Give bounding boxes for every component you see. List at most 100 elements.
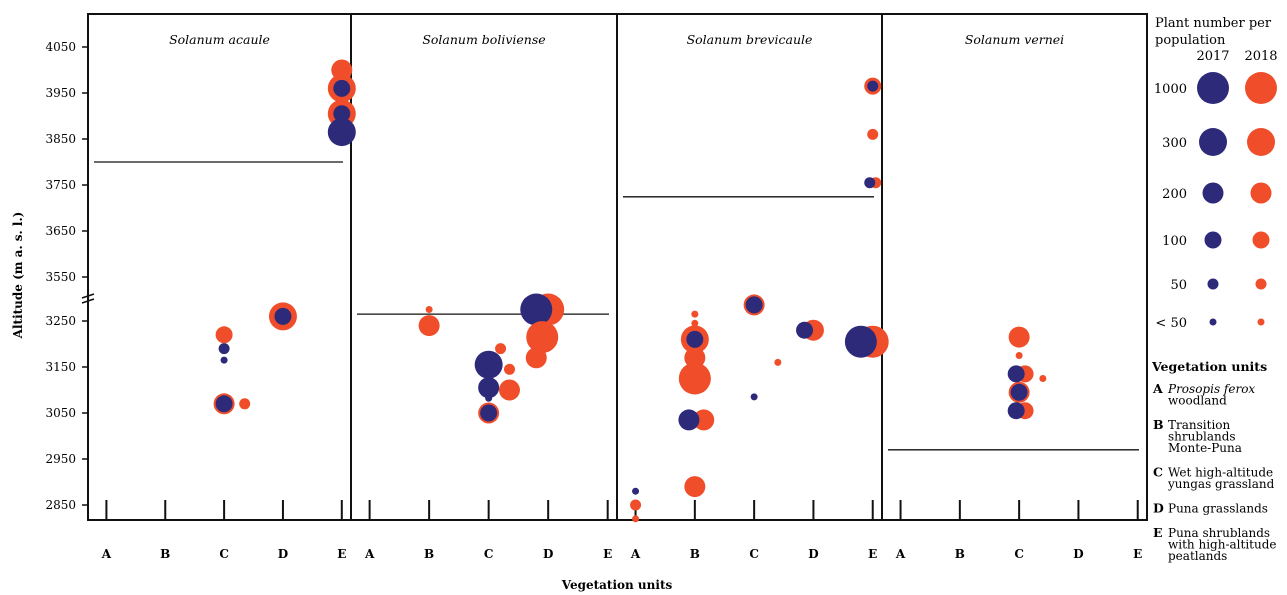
data-point-2017 (867, 80, 879, 92)
legend-size-label: 50 (1170, 278, 1187, 293)
legend-year-label: 2017 (1196, 49, 1229, 64)
data-point-2017 (520, 293, 553, 326)
x-tick-label: A (895, 547, 906, 561)
y-tick-label: 3750 (45, 178, 76, 192)
y-tick-label: 3150 (45, 360, 76, 374)
legend-marker-2017 (1207, 278, 1219, 290)
data-point-2017 (333, 105, 351, 123)
y-tick-label: 3050 (45, 406, 76, 420)
axis-break-mark (81, 298, 95, 304)
data-point-2017 (220, 356, 228, 364)
vegetation-unit-label: peatlands (1168, 549, 1227, 563)
data-point-2017 (218, 343, 230, 355)
legend-title: population (1155, 33, 1226, 48)
data-point-2018 (693, 409, 715, 431)
y-tick-label: 3850 (45, 132, 76, 146)
x-tick-label: B (160, 547, 170, 561)
vegetation-unit-label: Puna grasslands (1168, 502, 1268, 516)
vegetation-unit-code: C (1153, 465, 1163, 480)
data-point-2018 (684, 476, 706, 498)
vegetation-unit-code: A (1152, 381, 1163, 396)
x-tick-label: C (1014, 547, 1024, 561)
x-tick-label: A (101, 547, 112, 561)
y-tick-label: 3650 (45, 224, 76, 238)
y-tick-label: 3250 (45, 314, 76, 328)
data-point-2017 (750, 393, 758, 401)
x-tick-label: A (630, 547, 641, 561)
y-tick-label: 3550 (45, 270, 76, 284)
x-tick-label: C (749, 547, 759, 561)
vegetation-unit-label: yungas grassland (1167, 477, 1275, 491)
data-point-2018 (239, 398, 251, 410)
data-point-2017 (1007, 365, 1025, 383)
vegetation-unit-code: E (1153, 525, 1163, 540)
panel-title: Solanum acaule (169, 32, 270, 47)
data-point-2017 (1010, 383, 1028, 401)
data-point-2018 (331, 59, 353, 81)
data-point-2018 (425, 306, 433, 313)
data-points (213, 59, 1047, 523)
x-axis-title: Vegetation units (561, 578, 673, 592)
data-point-2017 (478, 377, 500, 399)
data-point-2017 (333, 79, 351, 97)
vegetation-units-title: Vegetation units (1151, 359, 1267, 374)
legend-year-label: 2018 (1244, 49, 1277, 64)
data-point-2017 (1007, 402, 1025, 420)
data-point-2017 (215, 395, 233, 413)
legend-marker-2018 (1252, 231, 1270, 249)
data-point-2018 (691, 310, 699, 318)
data-point-2018 (630, 499, 642, 511)
legend-marker-2017 (1209, 318, 1217, 326)
vegetation-unit-label: shrublands (1168, 430, 1236, 444)
data-point-2018 (503, 363, 515, 375)
y-tick-label: 4050 (45, 40, 76, 54)
data-point-2018 (495, 343, 507, 355)
x-tick-label: B (955, 547, 965, 561)
x-tick-label: B (424, 547, 434, 561)
data-point-2017 (796, 321, 814, 339)
panel-title: Solanum brevicaule (687, 32, 813, 47)
x-tick-label: A (364, 547, 375, 561)
legend-marker-2017 (1202, 182, 1224, 204)
data-point-2017 (745, 296, 763, 314)
data-point-2018 (774, 358, 782, 366)
axis-break-mark (81, 293, 95, 299)
x-tick-label: E (868, 547, 877, 561)
panel-title: Solanum boliviense (422, 32, 545, 47)
legend-marker-2017 (1204, 231, 1222, 249)
legend-marker-2018 (1257, 318, 1265, 326)
data-point-2017 (632, 487, 640, 495)
legend-marker-2017 (1197, 72, 1229, 104)
data-point-2018 (632, 515, 640, 523)
y-tick-label: 2850 (45, 498, 76, 512)
legend-size-label: 300 (1162, 136, 1187, 151)
data-point-2017 (274, 307, 292, 325)
y-axis-title: Altitude (m a. s. l.) (11, 212, 25, 340)
data-point-2018 (867, 128, 879, 140)
data-point-2018 (1015, 352, 1023, 359)
vegetation-unit-label: Transition (1168, 418, 1231, 432)
y-tick-label: 2950 (45, 452, 76, 466)
x-tick-label: D (278, 547, 288, 561)
legend-marker-2017 (1199, 128, 1227, 156)
legend-title: Plant number per (1155, 16, 1272, 31)
vegetation-unit-label: with high-altitude (1168, 538, 1277, 552)
data-point-2017 (864, 177, 876, 189)
vegetation-unit-code: D (1153, 501, 1164, 516)
legend-size-label: 1000 (1154, 82, 1187, 97)
panel-frames: Solanum acaule Solanum boliviense Solanum … (87, 13, 1148, 521)
data-point-2018 (691, 319, 699, 327)
x-tick-label: D (1073, 547, 1083, 561)
legend-marker-2018 (1247, 128, 1275, 156)
data-point-2018 (1039, 375, 1047, 382)
legend-size-label: 100 (1162, 234, 1187, 249)
data-point-2018 (215, 326, 233, 344)
vegetation-unit-label: Prosopis ferox (1167, 382, 1255, 396)
vegetation-unit-label: Wet high-altitude (1168, 466, 1273, 480)
data-point-2018 (498, 379, 520, 401)
vegetation-unit-label: woodland (1168, 394, 1227, 408)
data-point-2017 (474, 350, 503, 379)
